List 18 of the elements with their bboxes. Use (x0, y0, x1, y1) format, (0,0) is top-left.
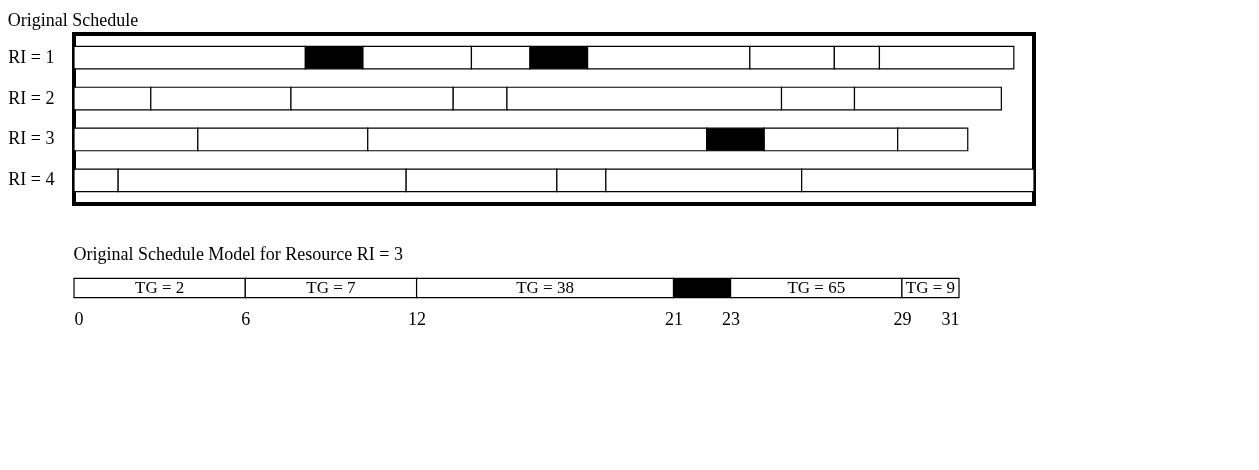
y-tick-label: RI = 4 (8, 169, 55, 190)
chart-title: Original Schedule (7, 10, 139, 30)
x-tick-label: 0 (74, 308, 84, 329)
series-label: TG = 38 (516, 278, 574, 297)
y-tick-label: RI = 2 (8, 87, 55, 108)
x-tick-label: 29 (893, 308, 912, 329)
x-tick-label: 21 (665, 308, 684, 329)
series-label: TG = 7 (306, 278, 357, 297)
y-tick-label: RI = 3 (8, 128, 55, 149)
x-tick-label: 23 (722, 308, 741, 329)
series-label: TG = 9 (905, 278, 956, 297)
x-tick-label: 12 (408, 308, 427, 329)
x-tick-label: 31 (941, 308, 960, 329)
x-tick-label: 6 (241, 308, 251, 329)
y-tick-label: RI = 1 (8, 46, 55, 67)
series-label: TG = 2 (135, 278, 185, 297)
chart-title: Original Schedule Model for Resource RI = 3 (73, 244, 403, 264)
series-label: TG = 65 (787, 278, 846, 297)
